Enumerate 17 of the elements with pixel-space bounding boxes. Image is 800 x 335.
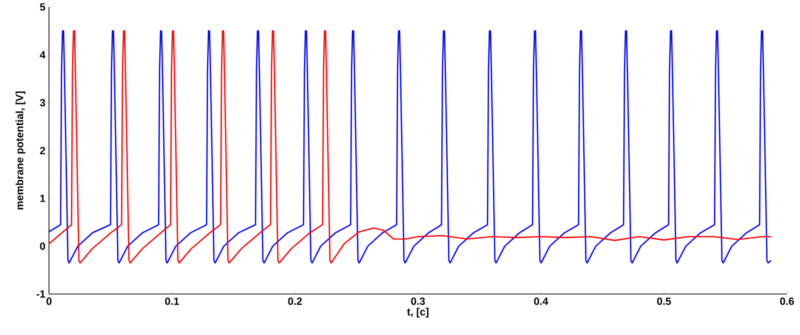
line-series bbox=[48, 30, 772, 264]
x-tick-label: 0.5 bbox=[657, 298, 671, 305]
x-axis-title: t, [c] bbox=[407, 308, 428, 318]
x-tick-label: 0.6 bbox=[780, 298, 794, 305]
x-tick-label: 0.3 bbox=[411, 298, 425, 305]
y-tick-label: 5 bbox=[40, 3, 46, 11]
y-tick-label: 0 bbox=[40, 242, 46, 250]
x-tick-label: 0.4 bbox=[534, 298, 548, 305]
x-tick-label: 0.2 bbox=[288, 298, 302, 305]
y-tick-label: -1 bbox=[36, 290, 46, 298]
y-tick-label: 1 bbox=[40, 194, 46, 202]
x-tick-label: 0.1 bbox=[165, 298, 179, 305]
y-tick-label: 2 bbox=[40, 146, 46, 154]
x-tick-label: 0 bbox=[46, 298, 52, 305]
y-tick-label: 3 bbox=[40, 98, 46, 106]
y-axis-title: membrane potential, [V] bbox=[16, 92, 26, 210]
y-tick-label: 4 bbox=[40, 51, 46, 58]
